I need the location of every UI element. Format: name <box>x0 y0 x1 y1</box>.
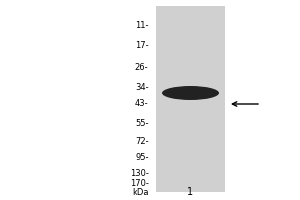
Text: 170-: 170- <box>130 178 148 188</box>
Ellipse shape <box>162 86 219 100</box>
Text: kDa: kDa <box>132 188 148 197</box>
Text: 11-: 11- <box>135 21 148 29</box>
Bar <box>156 6 225 192</box>
Text: 17-: 17- <box>135 40 148 49</box>
Text: 130-: 130- <box>130 168 148 178</box>
Text: 34-: 34- <box>135 83 148 92</box>
Text: 43-: 43- <box>135 99 148 108</box>
Text: 72-: 72- <box>135 138 148 146</box>
Text: 1: 1 <box>188 187 194 197</box>
Text: 26-: 26- <box>135 62 148 72</box>
Text: 55-: 55- <box>135 118 148 128</box>
Text: 95-: 95- <box>135 154 148 162</box>
